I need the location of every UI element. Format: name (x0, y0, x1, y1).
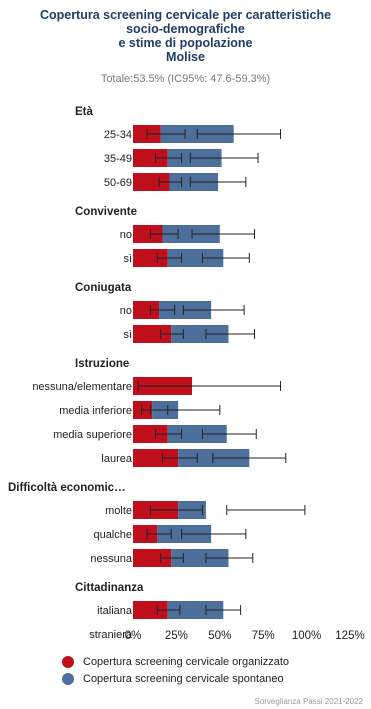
group-label-2: Coniugata (75, 282, 132, 294)
row-label-1-0: no (120, 229, 132, 241)
x-tick-label-1: 25% (165, 630, 188, 642)
bar-organized-2-1 (133, 325, 172, 343)
title-line-2: socio-demografiche (126, 22, 245, 36)
row-label-0-0: 25-34 (104, 129, 132, 141)
row-label-1-1: sì (123, 253, 132, 265)
legend-label-spontaneous: Copertura screening cervicale spontaneo (83, 673, 284, 685)
bar-organized-1-1 (133, 249, 168, 267)
bar-spontaneous-4-2 (171, 549, 229, 567)
row-label-0-1: 35-49 (104, 153, 132, 165)
group-label-1: Convivente (75, 206, 137, 218)
bar-organized-5-0 (133, 601, 168, 619)
group-label-0: Età (75, 106, 94, 118)
legend-item-organized[interactable]: Copertura screening cervicale organizzat… (62, 656, 289, 668)
bar-organized-4-2 (133, 549, 172, 567)
bar-organized-2-0 (133, 301, 160, 319)
group-label-3: Istruzione (75, 358, 129, 370)
x-tick-label-4: 100% (292, 630, 321, 642)
group-label-5: Cittadinanza (75, 582, 144, 594)
bar-spontaneous-5-0 (167, 601, 224, 619)
bar-organized-3-2 (133, 425, 168, 443)
legend-item-spontaneous[interactable]: Copertura screening cervicale spontaneo (62, 673, 289, 685)
row-label-4-1: qualche (93, 529, 132, 541)
x-tick-label-3: 75% (252, 630, 275, 642)
row-label-2-0: no (120, 305, 132, 317)
x-tick-label-5: 125% (335, 630, 364, 642)
legend-marker-spontaneous (62, 673, 74, 685)
bar-spontaneous-3-2 (167, 425, 227, 443)
legend-marker-organized (62, 656, 74, 668)
row-label-3-0: nessuna/elementare (32, 381, 132, 393)
x-tick-label-0: 0% (125, 630, 142, 642)
bar-organized-1-0 (133, 225, 163, 243)
row-label-5-0: italiana (97, 605, 133, 617)
row-label-0-2: 50-69 (104, 177, 132, 189)
bar-organized-4-1 (133, 525, 158, 543)
chart-credits[interactable]: Sorveglianza Passi 2021-2022 (254, 697, 363, 706)
bar-spontaneous-2-1 (171, 325, 229, 343)
title-line-1: Copertura screening cervicale per caratt… (39, 8, 332, 22)
row-label-3-1: media inferiore (59, 405, 132, 417)
group-label-4: Difficoltà economic… (8, 482, 126, 494)
bar-organized-0-1 (133, 149, 168, 167)
row-label-2-1: sì (123, 329, 132, 341)
x-tick-label-2: 50% (208, 630, 231, 642)
title-line-4: Molise (166, 50, 205, 64)
bar-organized-0-2 (133, 173, 170, 191)
row-label-4-2: nessuna (90, 553, 132, 565)
chart-legend: Copertura screening cervicale organizzat… (62, 656, 289, 690)
chart-title: Copertura screening cervicale per caratt… (0, 8, 371, 64)
legend-label-organized: Copertura screening cervicale organizzat… (83, 656, 290, 668)
row-label-4-0: molte (105, 505, 132, 517)
chart-subtitle: Totale:53.5% (IC95%: 47.6-59.3%) (100, 73, 271, 85)
row-label-3-3: laurea (101, 453, 132, 465)
title-line-3: e stime di popolazione (118, 36, 253, 50)
bar-spontaneous-1-0 (162, 225, 220, 243)
row-label-3-2: media superiore (53, 429, 132, 441)
row-label-5-1: straniera (89, 629, 133, 641)
bar-organized-3-3 (133, 449, 179, 467)
